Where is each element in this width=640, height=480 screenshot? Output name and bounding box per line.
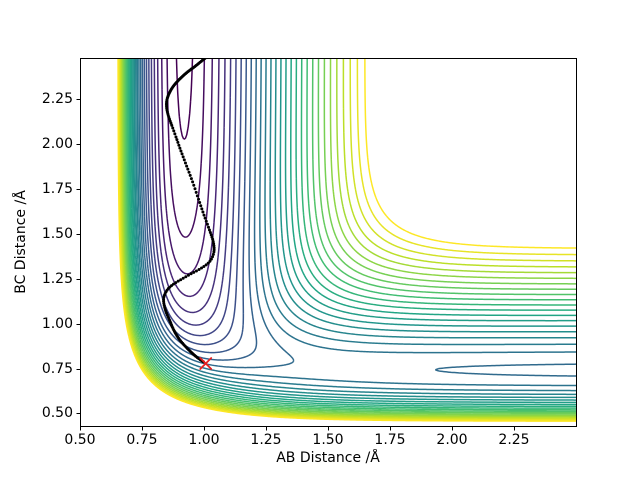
y-tick-label: 1.75 <box>41 181 73 198</box>
x-tick-label: 1.75 <box>374 432 406 448</box>
y-tick-label: 0.75 <box>41 360 73 377</box>
x-tick-label: 0.50 <box>64 432 96 448</box>
x-tick-label: 2.25 <box>498 432 530 448</box>
x-tick-label: 1.25 <box>250 432 282 448</box>
x-tick-label: 1.50 <box>312 432 344 448</box>
x-tick-label: 0.75 <box>126 432 158 448</box>
y-tick-label: 1.25 <box>41 270 73 287</box>
y-tick-label: 1.00 <box>41 315 73 332</box>
y-tick-label: 2.00 <box>41 136 73 153</box>
y-tick-label: 0.50 <box>41 405 73 422</box>
x-tick-label: 1.00 <box>188 432 220 448</box>
x-axis-label: AB Distance /Å <box>276 450 380 466</box>
y-tick-label: 1.50 <box>41 225 73 242</box>
y-axis-label: BC Distance /Å <box>13 190 29 294</box>
x-tick-label: 2.00 <box>436 432 468 448</box>
y-tick-label: 2.25 <box>41 91 73 108</box>
